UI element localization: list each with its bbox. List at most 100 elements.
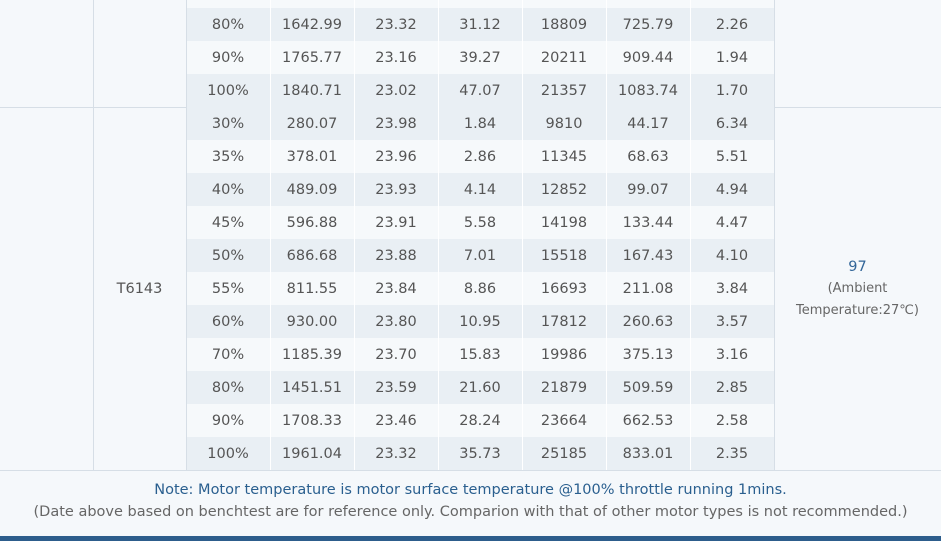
note: (Date above based on benchtest are for r… (33, 504, 908, 520)
table-cell: 811.55 (286, 280, 338, 297)
table-cell: 23.32 (375, 445, 417, 462)
table-cell: 1961.04 (282, 445, 342, 462)
column-divider (270, 0, 271, 470)
bottom-bar (0, 536, 941, 541)
table-cell: 5.58 (463, 214, 497, 231)
table-cell: 80% (211, 379, 245, 396)
table-cell: 725.79 (622, 16, 674, 33)
column-divider (690, 0, 691, 470)
table-cell: 1642.99 (282, 16, 342, 33)
table-cell: 23.02 (375, 82, 417, 99)
temperature-note: (Ambient (827, 280, 888, 296)
table-cell: 23.98 (375, 115, 417, 132)
motor-name: T6143 (116, 280, 163, 297)
table-cell: 90% (211, 49, 245, 66)
row-stripe (186, 173, 774, 206)
table-cell: 280.07 (286, 115, 338, 132)
row-stripe (186, 338, 774, 371)
table-cell: 23.96 (375, 148, 417, 165)
table-cell: 14198 (540, 214, 588, 231)
table-cell: 11345 (540, 148, 588, 165)
table-cell: 3.57 (715, 313, 749, 330)
table-cell: 4.47 (715, 214, 749, 231)
table-cell: 833.01 (622, 445, 674, 462)
row-stripe (186, 8, 774, 41)
table-cell: 18809 (540, 16, 588, 33)
column-divider (522, 0, 523, 470)
column-divider (93, 0, 94, 470)
table-cell: 19986 (540, 346, 588, 363)
table-cell: 25185 (540, 445, 588, 462)
table-cell: 40% (211, 181, 245, 198)
table-cell: 930.00 (286, 313, 338, 330)
table-cell: 4.10 (715, 247, 749, 264)
table-cell: 23.46 (375, 412, 417, 429)
table-cell: 8.86 (463, 280, 497, 297)
table-cell: 509.59 (622, 379, 674, 396)
table-cell: 23.59 (375, 379, 417, 396)
table-cell: 45% (211, 214, 245, 231)
table-cell: 5.51 (715, 148, 749, 165)
table-cell: 1840.71 (282, 82, 342, 99)
row-stripe (186, 107, 774, 140)
table-cell: 6.34 (715, 115, 749, 132)
table-cell: 28.24 (459, 412, 501, 429)
table-cell: 100% (207, 82, 249, 99)
column-divider (354, 0, 355, 470)
table-cell: 23.32 (375, 16, 417, 33)
table-cell: 4.14 (463, 181, 497, 198)
table-cell: 23.70 (375, 346, 417, 363)
table-cell: 378.01 (286, 148, 338, 165)
table-cell: 35.73 (459, 445, 501, 462)
table-cell: 44.17 (627, 115, 669, 132)
column-divider (606, 0, 607, 470)
table-cell: 1451.51 (282, 379, 342, 396)
table-cell: 17812 (540, 313, 588, 330)
table-cell: 1.70 (715, 82, 749, 99)
table-cell: 15.83 (459, 346, 501, 363)
table-cell: 70% (211, 346, 245, 363)
row-stripe (186, 74, 774, 107)
table-cell: 39.27 (459, 49, 501, 66)
table-cell: 2.35 (715, 445, 749, 462)
table-cell: 23.84 (375, 280, 417, 297)
table-cell: 1765.77 (282, 49, 342, 66)
table-cell: 2.58 (715, 412, 749, 429)
row-stripe (186, 41, 774, 74)
table-cell: 375.13 (622, 346, 674, 363)
table-cell: 3.16 (715, 346, 749, 363)
column-divider (186, 0, 187, 470)
table-cell: 1083.74 (618, 82, 678, 99)
table-cell: 3.84 (715, 280, 749, 297)
table-cell: 489.09 (286, 181, 338, 198)
temperature-value: 97 (848, 258, 867, 275)
table-cell: 20211 (540, 49, 588, 66)
table-cell: 12852 (540, 181, 588, 198)
table-cell: 50% (211, 247, 245, 264)
table-cell: 211.08 (622, 280, 674, 297)
row-stripe (186, 272, 774, 305)
row-stripe (186, 437, 774, 470)
table-cell: 90% (211, 412, 245, 429)
table-cell: 68.63 (627, 148, 669, 165)
table-cell: 23.91 (375, 214, 417, 231)
table-cell: 7.01 (463, 247, 497, 264)
row-stripe (186, 239, 774, 272)
table-cell: 2.85 (715, 379, 749, 396)
table-cell: 23664 (540, 412, 588, 429)
table-cell: 596.88 (286, 214, 338, 231)
table-cell: 4.94 (715, 181, 749, 198)
table-cell: 133.44 (622, 214, 674, 231)
table-cell: 80% (211, 16, 245, 33)
table-cell: 100% (207, 445, 249, 462)
table-cell: 99.07 (627, 181, 669, 198)
table-cell: 21357 (540, 82, 588, 99)
table-cell: 35% (211, 148, 245, 165)
table-bottom (0, 470, 941, 471)
table-cell: 23.80 (375, 313, 417, 330)
temperature-note: Temperature:27℃) (796, 302, 919, 318)
column-divider (438, 0, 439, 470)
table-cell: 23.16 (375, 49, 417, 66)
table-cell: 9810 (545, 115, 583, 132)
